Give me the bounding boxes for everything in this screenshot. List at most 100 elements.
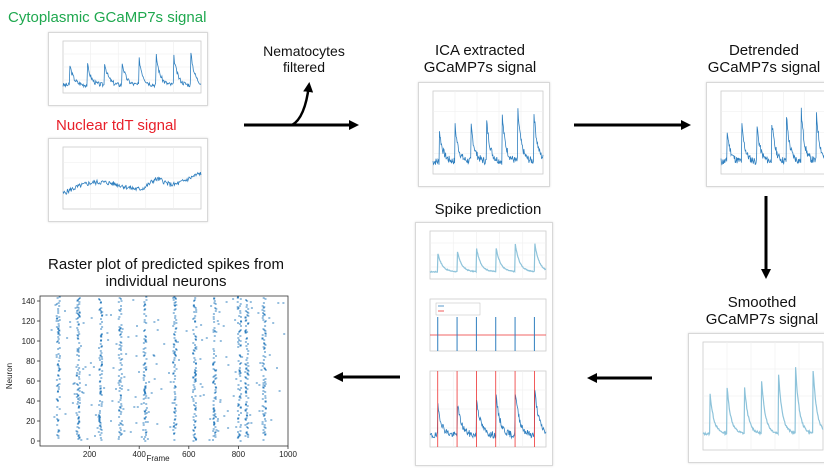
spike-dot xyxy=(237,388,240,390)
spike-dot xyxy=(100,361,103,363)
spike-dot xyxy=(143,390,146,392)
spike-dot xyxy=(213,353,215,355)
spike-dot xyxy=(192,377,195,379)
spike-dot xyxy=(263,424,266,426)
spike-dot xyxy=(58,430,61,432)
spike-dot xyxy=(238,373,241,375)
spike-dot xyxy=(192,305,195,307)
spike-dot xyxy=(244,317,247,319)
spike-dot xyxy=(94,435,96,437)
spike-dot xyxy=(172,373,175,375)
spike-dot xyxy=(172,381,175,383)
y-tick-label: 140 xyxy=(22,297,36,306)
spike-dot xyxy=(120,300,123,302)
spike-dot xyxy=(145,416,147,418)
spike-dot xyxy=(143,309,146,311)
spike-dot xyxy=(172,425,175,427)
spike-dot xyxy=(101,401,104,403)
spike-dot xyxy=(214,413,217,415)
spike-dot xyxy=(119,394,122,396)
spike-dot xyxy=(175,349,178,351)
spike-dot xyxy=(98,418,101,420)
spike-dot xyxy=(57,375,60,377)
spike-dot xyxy=(212,414,215,416)
spike-dot xyxy=(195,348,198,350)
spike-dot xyxy=(238,369,241,371)
spike-dot xyxy=(195,363,197,365)
spike-dot xyxy=(172,297,175,299)
spike-dot xyxy=(99,350,102,352)
spike-dot xyxy=(77,406,80,408)
spike-dot xyxy=(239,335,242,337)
spike-dot xyxy=(219,340,222,342)
spike-dot xyxy=(78,347,81,349)
spike-dot xyxy=(120,373,123,375)
spike-dot xyxy=(264,412,267,414)
spike-dot xyxy=(237,417,240,419)
spike-dot xyxy=(98,298,100,300)
spike-dot xyxy=(121,328,124,330)
spike-dot xyxy=(119,334,122,336)
spike-dot xyxy=(142,348,145,350)
spike-dot xyxy=(145,296,148,298)
spike-dot xyxy=(76,299,79,301)
spike-dot xyxy=(237,333,240,335)
spike-dot xyxy=(212,382,215,384)
spike-dot xyxy=(144,304,147,306)
spike-dot xyxy=(103,387,106,389)
spike-dot xyxy=(100,312,103,314)
spike-dot xyxy=(245,395,248,397)
spike-dot xyxy=(172,325,175,327)
spike-dot xyxy=(237,337,240,339)
spike-dot xyxy=(129,431,132,433)
spike-dot xyxy=(101,315,103,317)
x-tick-label: 200 xyxy=(83,450,97,459)
spike-dot xyxy=(88,374,91,376)
spike-dot xyxy=(119,359,122,361)
spike-dot xyxy=(263,306,266,308)
spike-dot xyxy=(232,298,235,300)
spike-dot xyxy=(263,310,266,312)
spike-dot xyxy=(263,339,266,341)
y-tick-label: 20 xyxy=(26,417,35,426)
x-tick-label: 800 xyxy=(232,450,246,459)
spike-dot xyxy=(193,361,195,363)
spike-dot xyxy=(236,301,239,303)
spike-dot xyxy=(120,368,123,370)
spike-dot xyxy=(173,411,176,413)
spike-dot xyxy=(119,328,121,330)
spike-dot xyxy=(264,378,267,380)
spike-dot xyxy=(192,318,195,320)
spike-dot xyxy=(73,393,76,395)
spike-dot xyxy=(263,406,266,408)
spike-dot xyxy=(77,417,80,419)
spike-dot xyxy=(76,306,79,308)
spike-dot xyxy=(237,341,240,343)
x-tick-label: 1000 xyxy=(279,450,297,459)
spike-dot xyxy=(244,391,247,393)
spike-dot xyxy=(244,418,247,420)
spike-dot xyxy=(212,329,215,331)
spike-dot xyxy=(239,375,242,377)
spike-dot xyxy=(163,343,166,345)
spike-dot xyxy=(232,395,235,397)
spike-dot xyxy=(99,374,102,376)
spike-dot xyxy=(101,311,104,313)
spike-dot xyxy=(78,314,80,316)
spike-dot xyxy=(202,394,205,396)
spike-dot xyxy=(261,309,264,311)
spike-dot xyxy=(193,372,196,374)
spike-dot xyxy=(144,421,147,423)
spike-dot xyxy=(173,296,176,298)
spike-dot xyxy=(257,312,260,314)
spike-dot xyxy=(247,312,250,314)
spike-dot xyxy=(77,338,80,340)
spike-dot xyxy=(264,401,267,403)
spike-dot xyxy=(82,392,85,394)
spike-dot xyxy=(212,368,215,370)
spike-dot xyxy=(212,418,215,420)
spike-dot xyxy=(264,420,267,422)
spike-dot xyxy=(246,311,249,313)
spike-dot xyxy=(261,362,264,364)
spike-dot xyxy=(213,361,216,363)
